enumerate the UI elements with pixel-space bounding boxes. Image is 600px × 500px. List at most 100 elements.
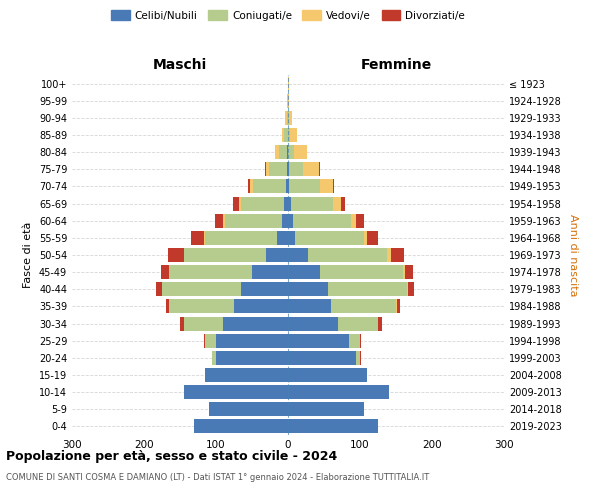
Bar: [328, 282, 407, 296]
Text: Popolazione per età, sesso e stato civile - 2024: Popolazione per età, sesso e stato civil…: [6, 450, 337, 463]
Bar: [204, 231, 205, 245]
Bar: [331, 300, 396, 314]
Bar: [277, 231, 288, 245]
Bar: [288, 111, 289, 125]
Text: Maschi: Maschi: [153, 58, 207, 71]
Bar: [282, 128, 284, 142]
Bar: [360, 334, 361, 347]
Bar: [289, 162, 303, 176]
Bar: [180, 316, 184, 330]
Bar: [408, 282, 414, 296]
Bar: [216, 334, 288, 347]
Bar: [378, 316, 382, 330]
Bar: [294, 145, 307, 159]
Bar: [364, 231, 367, 245]
Bar: [250, 180, 253, 194]
Bar: [285, 111, 287, 125]
Bar: [397, 300, 400, 314]
Bar: [216, 351, 288, 365]
Bar: [288, 334, 349, 347]
Bar: [291, 196, 332, 210]
Bar: [356, 351, 360, 365]
Bar: [288, 282, 328, 296]
Bar: [332, 180, 334, 194]
Bar: [205, 334, 216, 347]
Bar: [205, 368, 288, 382]
Bar: [284, 128, 288, 142]
Bar: [367, 231, 378, 245]
Bar: [212, 351, 216, 365]
Bar: [204, 334, 205, 347]
Bar: [241, 282, 288, 296]
Bar: [295, 231, 364, 245]
Bar: [288, 128, 290, 142]
Bar: [169, 300, 234, 314]
Bar: [239, 196, 241, 210]
Bar: [287, 145, 288, 159]
Bar: [278, 145, 287, 159]
Bar: [156, 282, 162, 296]
Bar: [288, 265, 320, 279]
Bar: [223, 316, 288, 330]
Bar: [360, 351, 361, 365]
Bar: [288, 248, 308, 262]
Bar: [289, 111, 292, 125]
Text: COMUNE DI SANTI COSMA E DAMIANO (LT) - Dati ISTAT 1° gennaio 2024 - Elaborazione: COMUNE DI SANTI COSMA E DAMIANO (LT) - D…: [6, 472, 429, 482]
Bar: [269, 162, 287, 176]
Bar: [287, 111, 288, 125]
Bar: [287, 162, 288, 176]
Bar: [396, 300, 397, 314]
Bar: [288, 162, 289, 176]
Bar: [288, 214, 293, 228]
Bar: [288, 196, 291, 210]
Bar: [288, 420, 378, 434]
Bar: [341, 196, 345, 210]
Bar: [284, 196, 288, 210]
Bar: [288, 385, 389, 399]
Bar: [241, 196, 284, 210]
Bar: [161, 265, 169, 279]
Bar: [184, 248, 266, 262]
Bar: [288, 316, 338, 330]
Bar: [288, 76, 289, 90]
Bar: [233, 196, 239, 210]
Text: Femmine: Femmine: [361, 58, 431, 71]
Legend: Celibi/Nubili, Coniugati/e, Vedovi/e, Divorziati/e: Celibi/Nubili, Coniugati/e, Vedovi/e, Di…: [111, 10, 465, 20]
Bar: [252, 265, 288, 279]
Bar: [194, 420, 288, 434]
Bar: [168, 248, 184, 262]
Bar: [275, 145, 278, 159]
Bar: [248, 180, 250, 194]
Bar: [320, 265, 403, 279]
Bar: [288, 145, 294, 159]
Y-axis label: Anni di nascita: Anni di nascita: [568, 214, 578, 296]
Bar: [293, 214, 350, 228]
Bar: [253, 180, 286, 194]
Bar: [234, 300, 288, 314]
Bar: [289, 180, 320, 194]
Bar: [162, 282, 241, 296]
Bar: [282, 214, 288, 228]
Bar: [308, 248, 388, 262]
Bar: [403, 265, 406, 279]
Bar: [288, 180, 289, 194]
Bar: [406, 265, 413, 279]
Bar: [320, 180, 332, 194]
Bar: [391, 248, 404, 262]
Bar: [215, 214, 223, 228]
Bar: [224, 214, 282, 228]
Bar: [303, 162, 319, 176]
Bar: [184, 385, 288, 399]
Bar: [356, 214, 364, 228]
Bar: [191, 231, 204, 245]
Bar: [184, 316, 223, 330]
Bar: [349, 334, 360, 347]
Y-axis label: Fasce di età: Fasce di età: [23, 222, 33, 288]
Bar: [288, 402, 364, 416]
Bar: [205, 231, 277, 245]
Bar: [319, 162, 320, 176]
Bar: [288, 351, 356, 365]
Bar: [290, 128, 298, 142]
Bar: [265, 162, 266, 176]
Bar: [332, 196, 341, 210]
